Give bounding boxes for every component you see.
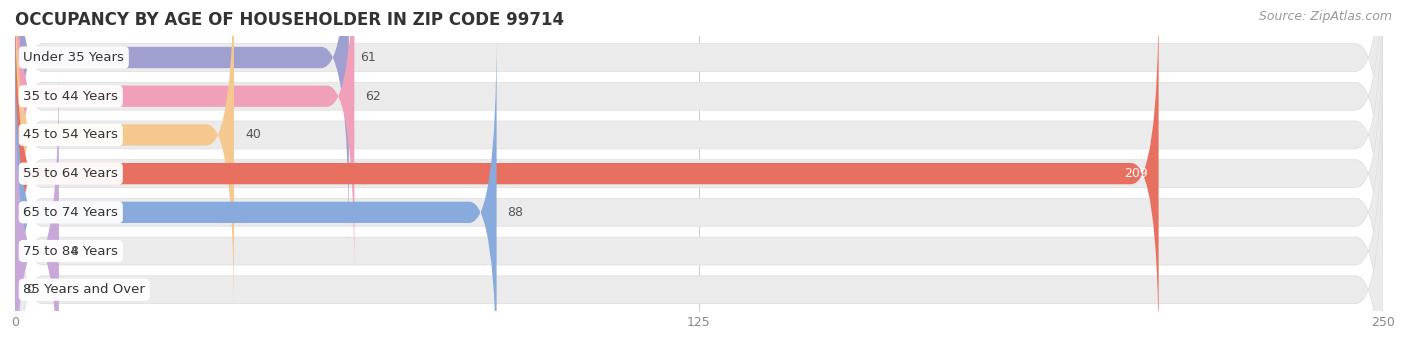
Text: 85 Years and Over: 85 Years and Over [24, 283, 145, 296]
Text: 75 to 84 Years: 75 to 84 Years [24, 244, 118, 257]
FancyBboxPatch shape [15, 0, 1159, 340]
FancyBboxPatch shape [15, 0, 1384, 314]
Text: 209: 209 [1123, 167, 1147, 180]
Text: Under 35 Years: Under 35 Years [24, 51, 124, 64]
FancyBboxPatch shape [15, 30, 496, 340]
FancyBboxPatch shape [15, 0, 354, 279]
FancyBboxPatch shape [15, 0, 1384, 276]
Text: 35 to 44 Years: 35 to 44 Years [24, 90, 118, 103]
Text: 55 to 64 Years: 55 to 64 Years [24, 167, 118, 180]
Text: 8: 8 [70, 244, 77, 257]
Text: 0: 0 [27, 283, 34, 296]
Text: Source: ZipAtlas.com: Source: ZipAtlas.com [1258, 10, 1392, 23]
FancyBboxPatch shape [15, 68, 59, 340]
FancyBboxPatch shape [15, 0, 1384, 340]
FancyBboxPatch shape [15, 0, 349, 240]
Text: 40: 40 [245, 129, 260, 141]
Text: 45 to 54 Years: 45 to 54 Years [24, 129, 118, 141]
FancyBboxPatch shape [15, 110, 1384, 340]
Text: 62: 62 [366, 90, 381, 103]
Text: 65 to 74 Years: 65 to 74 Years [24, 206, 118, 219]
Text: OCCUPANCY BY AGE OF HOUSEHOLDER IN ZIP CODE 99714: OCCUPANCY BY AGE OF HOUSEHOLDER IN ZIP C… [15, 11, 564, 29]
FancyBboxPatch shape [15, 33, 1384, 340]
FancyBboxPatch shape [15, 0, 233, 318]
FancyBboxPatch shape [15, 0, 1384, 237]
FancyBboxPatch shape [15, 71, 1384, 340]
Text: 88: 88 [508, 206, 523, 219]
Text: 61: 61 [360, 51, 375, 64]
